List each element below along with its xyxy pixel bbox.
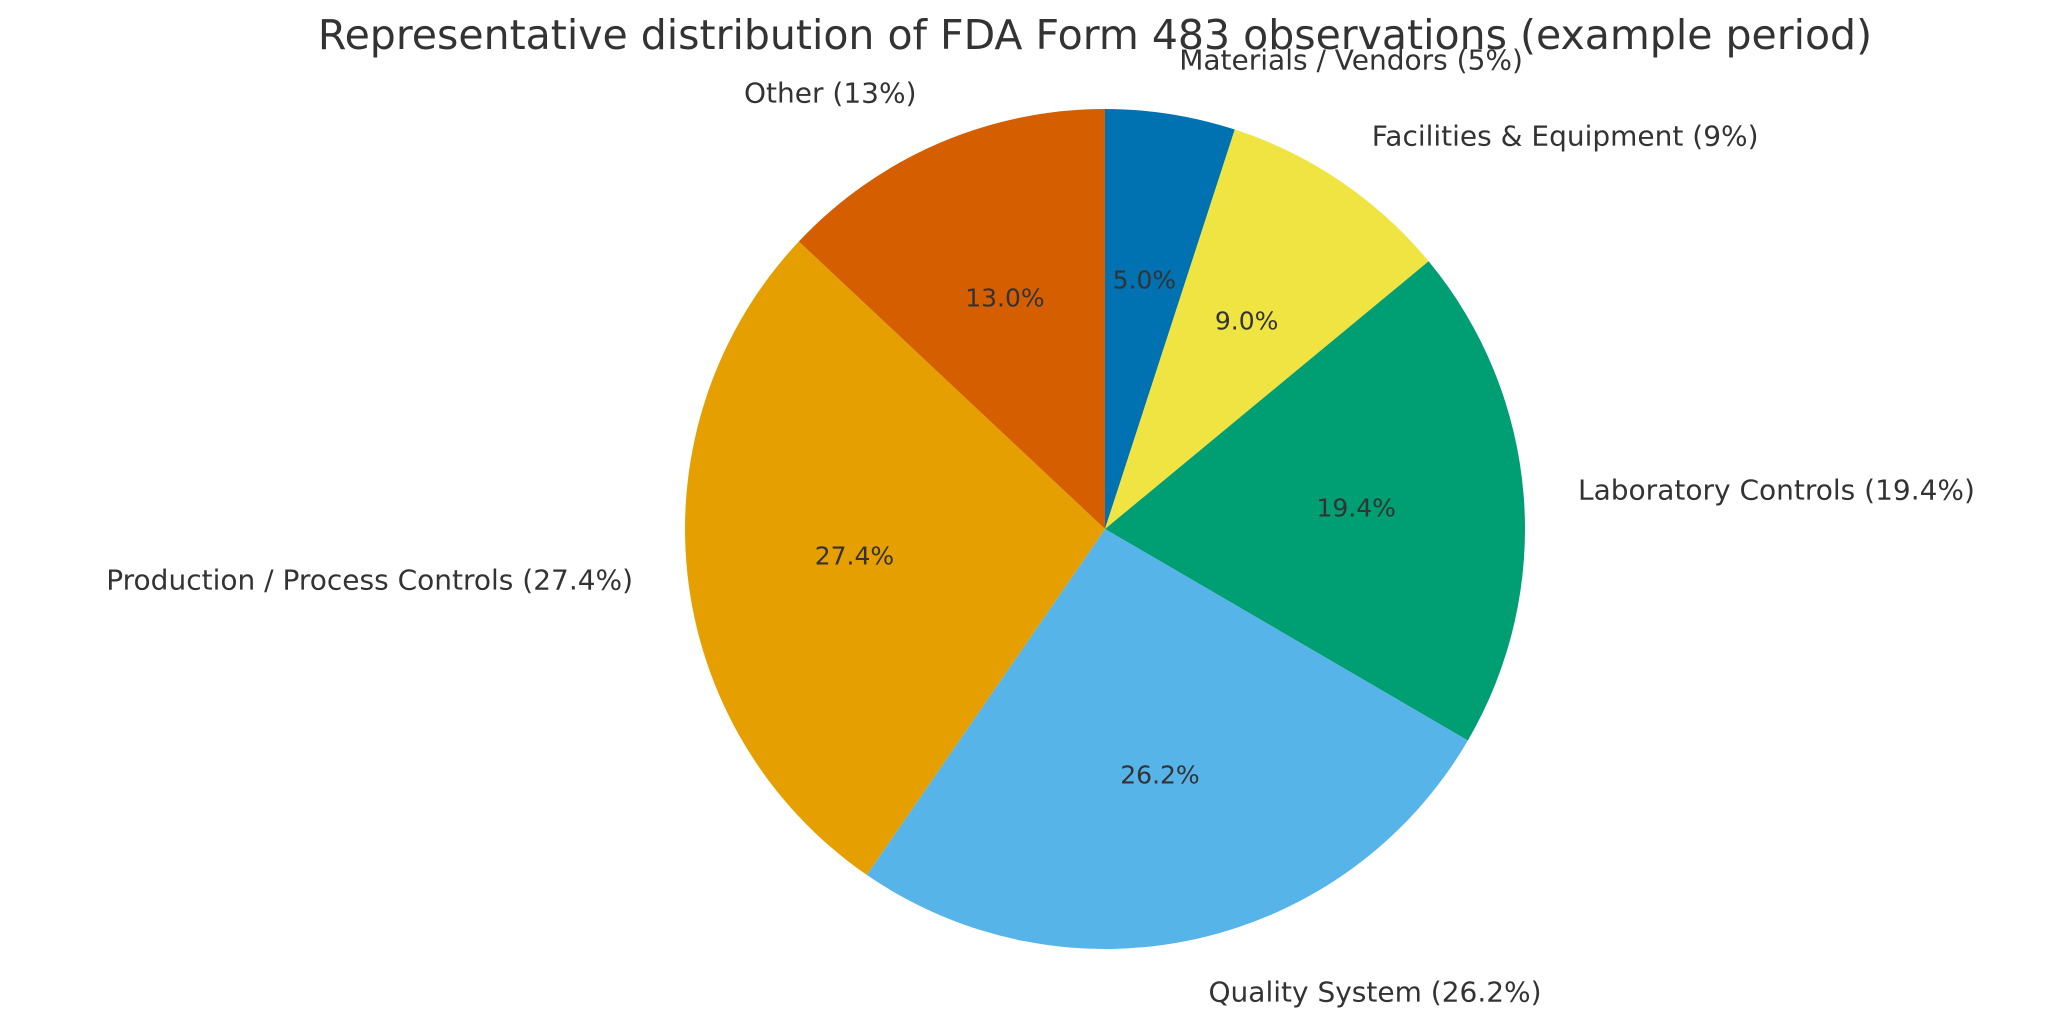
chart-title: Representative distribution of FDA Form … (317, 11, 1873, 59)
pie-slice-4 (685, 241, 1105, 875)
pie-slice-5 (798, 109, 1105, 529)
pie-slice-1 (1105, 129, 1429, 529)
pie-slice-0 (1105, 109, 1235, 529)
pie-slice-3 (866, 529, 1468, 949)
pie-slice-2 (1105, 261, 1526, 741)
